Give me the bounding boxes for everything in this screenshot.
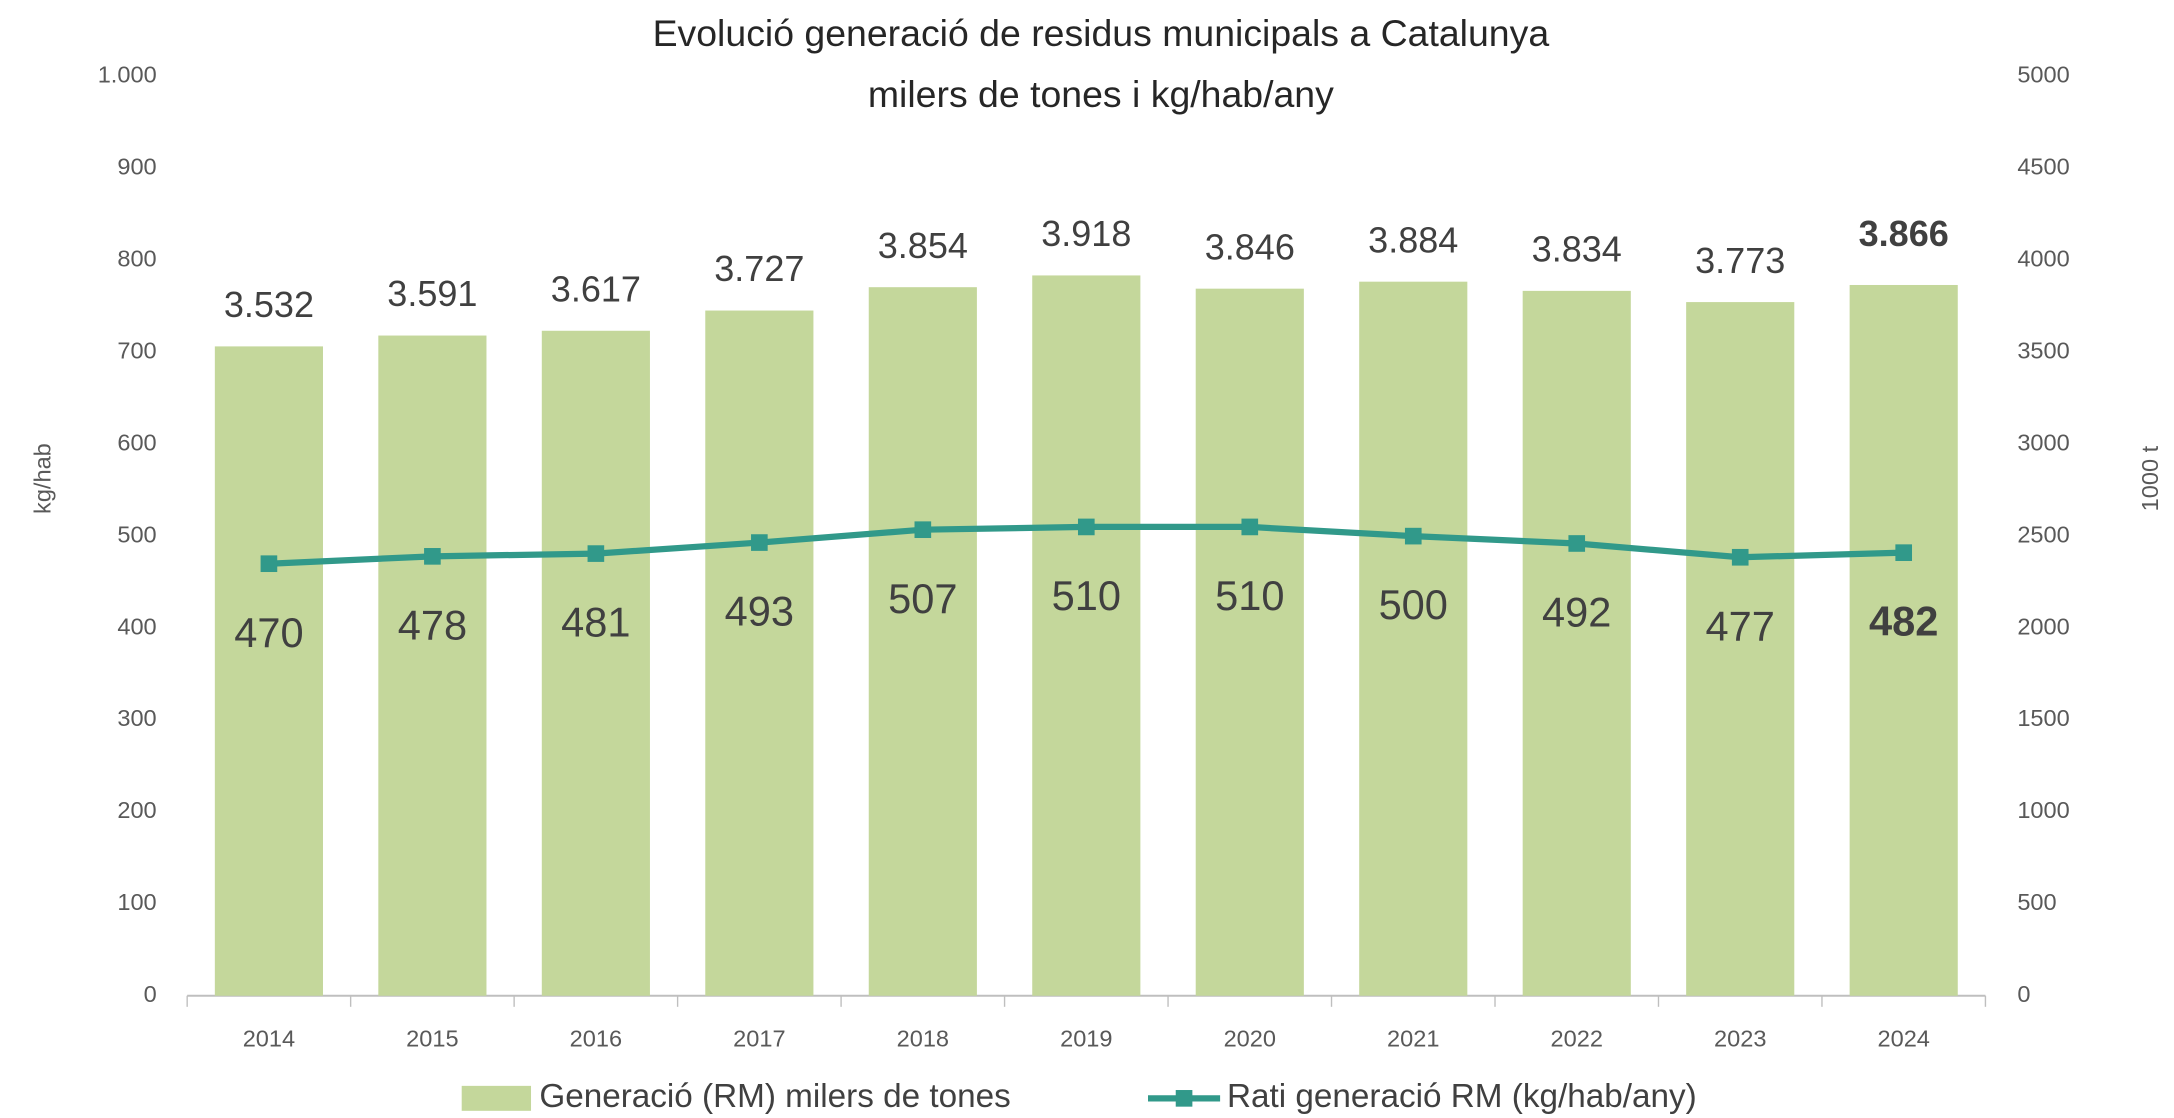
y-tick-label: 700 [117, 337, 156, 363]
bar-value-label: 3.866 [1859, 213, 1949, 254]
bar-value-label: 3.727 [714, 248, 804, 289]
bar [541, 330, 650, 996]
y-tick-label: 600 [117, 429, 156, 455]
line-marker [260, 555, 278, 573]
x-tick-label: 2024 [1877, 1025, 1929, 1051]
line-value-label: 477 [1706, 602, 1775, 649]
line-marker [1731, 548, 1749, 566]
line-value-label: 493 [725, 588, 794, 635]
x-tick-label: 2014 [243, 1025, 295, 1051]
y-tick-label: 1.000 [98, 62, 157, 88]
y2-tick-label: 4500 [2017, 154, 2069, 180]
y-tick-label: 0 [144, 981, 157, 1007]
line-value-label: 470 [234, 609, 303, 656]
y2-tick-label: 1500 [2017, 705, 2069, 731]
bar-value-label: 3.918 [1041, 213, 1131, 254]
line-value-label: 510 [1052, 572, 1121, 619]
y2-tick-label: 5000 [2017, 62, 2069, 88]
x-tick-label: 2017 [733, 1025, 785, 1051]
x-tick-label: 2022 [1551, 1025, 1603, 1051]
line-marker [1568, 535, 1586, 552]
bar [705, 310, 814, 996]
y-tick-label: 200 [117, 797, 156, 823]
line-value-label: 478 [398, 601, 467, 648]
y2-tick-label: 3500 [2017, 337, 2069, 363]
line-marker [1895, 544, 1913, 561]
legend-swatch [461, 1085, 532, 1111]
x-tick-label: 2018 [897, 1025, 949, 1051]
line-marker [1241, 518, 1259, 536]
line-marker [751, 534, 768, 551]
line-value-label: 510 [1215, 572, 1284, 619]
bar [1359, 281, 1468, 996]
y2-tick-label: 3000 [2017, 429, 2069, 455]
bar-value-label: 3.854 [878, 225, 968, 266]
x-tick-label: 2016 [570, 1025, 622, 1051]
bar [868, 287, 977, 996]
y2-tick-label: 0 [2017, 981, 2030, 1007]
line-marker [424, 548, 441, 565]
x-tick-label: 2020 [1224, 1025, 1276, 1051]
y2-tick-label: 4000 [2017, 246, 2069, 272]
y-axis-label: kg/hab [30, 443, 56, 514]
legend-label: Rati generació RM (kg/hab/any) [1227, 1078, 1697, 1115]
bar [214, 346, 323, 996]
bar [378, 335, 487, 996]
chart-title: Evolució generació de residus municipals… [653, 12, 1550, 54]
y2-tick-label: 1000 [2017, 797, 2069, 823]
bar-value-label: 3.834 [1532, 229, 1622, 270]
bar [1686, 302, 1795, 996]
chart-subtitle: milers de tones i kg/hab/any [868, 73, 1334, 115]
y2-tick-label: 500 [2017, 889, 2056, 915]
bar [1195, 288, 1304, 996]
line-value-label: 507 [888, 575, 957, 622]
bar-value-label: 3.846 [1205, 226, 1295, 267]
bar-value-label: 3.773 [1695, 240, 1785, 281]
bar [1522, 290, 1631, 996]
line-value-label: 481 [561, 599, 630, 646]
y-tick-label: 100 [117, 889, 156, 915]
bar-value-label: 3.617 [551, 268, 641, 309]
line-marker [914, 521, 932, 539]
line-marker [1404, 527, 1422, 545]
y-tick-label: 900 [117, 154, 156, 180]
y-tick-label: 400 [117, 613, 156, 639]
x-tick-label: 2023 [1714, 1025, 1766, 1051]
bar-value-label: 3.532 [224, 284, 314, 325]
bar [1849, 284, 1958, 996]
line-value-label: 500 [1379, 581, 1448, 628]
y2-tick-label: 2500 [2017, 521, 2069, 547]
x-tick-label: 2019 [1060, 1025, 1112, 1051]
bar [1032, 275, 1141, 996]
bar-value-label: 3.884 [1368, 219, 1458, 260]
y2-tick-label: 2000 [2017, 613, 2069, 639]
line-value-label: 482 [1869, 598, 1938, 645]
x-tick-label: 2015 [406, 1025, 458, 1051]
legend-swatch [1175, 1090, 1193, 1107]
x-tick-label: 2021 [1387, 1025, 1439, 1051]
y-tick-label: 300 [117, 705, 156, 731]
y-tick-label: 500 [117, 521, 156, 547]
y-tick-label: 800 [117, 246, 156, 272]
line-marker [587, 545, 605, 562]
line-marker [1077, 518, 1095, 536]
legend-label: Generació (RM) milers de tones [539, 1078, 1010, 1115]
bar-value-label: 3.591 [387, 273, 477, 314]
line-value-label: 492 [1542, 589, 1611, 636]
y2-axis-label: 1000 t [2137, 445, 2163, 511]
